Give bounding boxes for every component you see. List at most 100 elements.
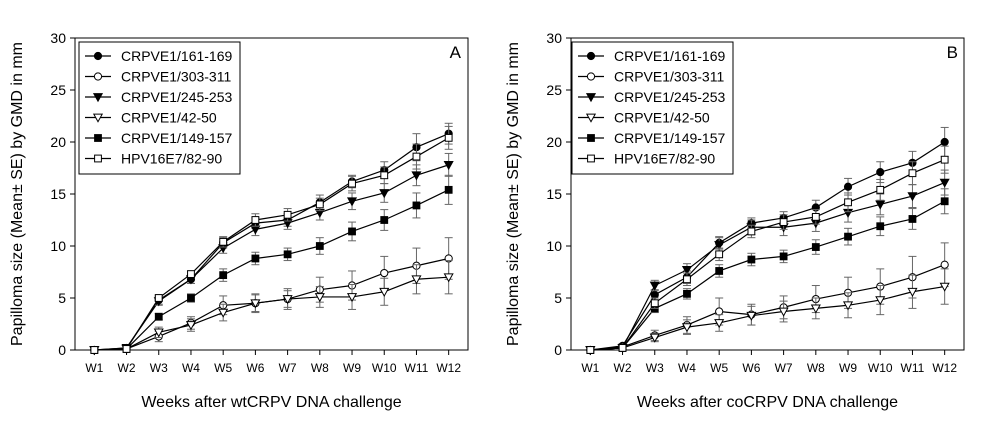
x-tick-label: W10 [372, 361, 397, 375]
legend-marker [585, 93, 597, 103]
chart-panel-b: 0 5 10 15 20 25 30 W1 W2 W3 W4 W5 W6 W7 W8 W9 W10 W11 W12 W… [505, 30, 965, 411]
data-point [412, 152, 421, 161]
legend-marker [585, 113, 597, 123]
data-point [315, 200, 324, 209]
series-line [590, 159, 945, 351]
x-tick-label: W12 [932, 361, 957, 375]
data-point [747, 227, 756, 236]
x-tick-label: W6 [742, 361, 760, 375]
y-tick-label: 25 [50, 82, 66, 98]
series-4 [89, 260, 454, 356]
data-point [346, 197, 358, 207]
legend-box [78, 41, 241, 175]
data-point [618, 344, 627, 352]
x-tick-label: W12 [436, 361, 461, 375]
y-tick-label: 15 [50, 186, 66, 202]
data-point [443, 161, 454, 171]
data-point [251, 254, 260, 263]
data-point [380, 268, 389, 278]
x-tick-label: W2 [614, 361, 632, 375]
x-tick-label: W7 [279, 361, 297, 375]
data-point [379, 287, 390, 297]
data-point [586, 346, 595, 354]
data-point [876, 185, 885, 194]
data-point [380, 216, 389, 224]
series-line [590, 141, 945, 351]
y-tick-label: 5 [554, 290, 562, 306]
chart-panel-a: 0 5 10 15 20 25 30 W1 W2 W3 W4 W5 W6 W7 W8 W9 W10 W11 W12 W… [9, 30, 469, 411]
x-tick-label: W9 [343, 361, 361, 375]
series-line [590, 182, 945, 351]
x-tick-label: W3 [646, 361, 664, 375]
series-line [590, 285, 945, 351]
series-line [94, 189, 449, 351]
data-point [715, 307, 724, 316]
x-tick-label: W4 [678, 361, 696, 375]
data-point [683, 289, 691, 298]
data-point [250, 225, 261, 235]
data-point [444, 133, 453, 142]
data-point [843, 182, 853, 191]
data-point [907, 287, 918, 297]
legend-label: CRPVE1/149-157 [121, 130, 233, 146]
series-line [590, 200, 945, 351]
x-tick-label: W3 [150, 361, 168, 375]
x-tick-label: W8 [807, 361, 825, 375]
y-tick-label: 5 [58, 290, 66, 306]
data-point [650, 290, 659, 299]
y-tick-label: 20 [50, 134, 66, 150]
data-point [779, 218, 788, 226]
data-point [939, 178, 950, 188]
y-tick-label: 0 [58, 342, 66, 358]
data-point [876, 168, 885, 177]
data-point [251, 216, 260, 224]
data-point [875, 296, 886, 306]
legend-marker [92, 113, 104, 123]
data-point [714, 241, 725, 251]
x-tick-label: W11 [901, 361, 925, 375]
data-point [747, 255, 756, 264]
data-point [844, 198, 852, 207]
legend-marker [92, 93, 104, 103]
legend-marker [93, 72, 103, 81]
x-tick-label: W4 [182, 361, 200, 375]
legend-marker [587, 154, 595, 163]
legend-label: HPV16E7/82-90 [614, 151, 715, 167]
y-tick-label: 25 [546, 82, 562, 98]
data-point [443, 273, 454, 283]
y-axis-label: Papilloma size (Mean± SE) by GMD in mm [9, 42, 26, 346]
y-tick-label: 15 [546, 186, 562, 202]
legend-label: CRPVE1/161-169 [614, 48, 726, 64]
data-point [714, 319, 725, 329]
data-point [315, 242, 324, 250]
data-point [412, 201, 421, 210]
legend-label: CRPVE1/303-311 [121, 69, 231, 85]
x-tick-label: W8 [311, 361, 329, 375]
x-tick-label: W1 [581, 361, 599, 375]
series-2 [586, 242, 949, 355]
y-tick-label: 20 [546, 134, 562, 150]
x-tick-label: W2 [118, 361, 136, 375]
x-tick-label: W5 [214, 361, 232, 375]
series-5 [586, 188, 949, 354]
x-tick-label: W10 [868, 361, 893, 375]
data-point [122, 345, 131, 353]
data-point [187, 294, 195, 302]
data-point [715, 250, 724, 259]
data-point [907, 192, 918, 202]
series-6 [90, 125, 453, 354]
data-point [187, 270, 195, 278]
panel-label: A [450, 43, 462, 62]
data-point [778, 307, 789, 317]
data-point [939, 282, 950, 292]
data-point [650, 299, 659, 308]
series-5 [90, 174, 453, 354]
data-point [940, 260, 949, 269]
data-point [348, 179, 356, 188]
data-point [411, 171, 422, 181]
data-point [940, 155, 949, 164]
data-point [444, 185, 453, 194]
data-point [715, 267, 724, 275]
data-point [219, 271, 228, 280]
